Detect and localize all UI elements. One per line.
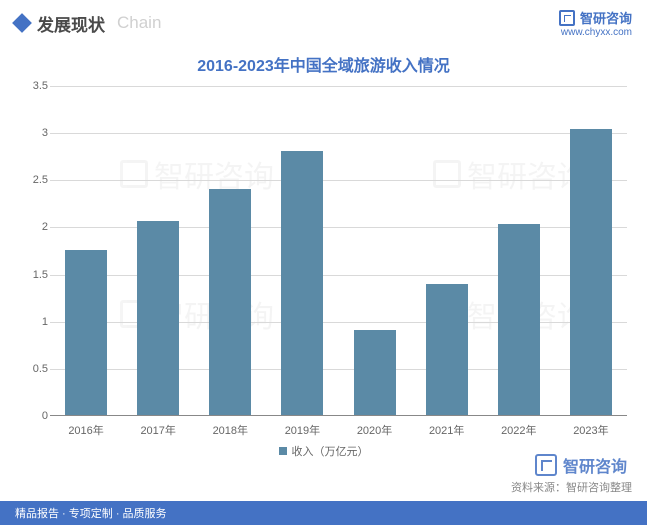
y-tick-label: 2 (20, 221, 48, 233)
chart-container: 2016-2023年中国全域旅游收入情况 智研咨询 智研咨询 智研咨询 智研咨询… (0, 52, 647, 482)
y-tick-label: 1.5 (20, 269, 48, 281)
x-tick-label: 2017年 (122, 422, 194, 438)
source-attribution: 资料来源：智研咨询整理 (511, 479, 632, 495)
bar-group (555, 86, 627, 416)
header-title-main: 发展现状 (37, 11, 105, 36)
header-right: 智研咨询 www.chyxx.com (559, 8, 632, 38)
y-tick-label: 3.5 (20, 80, 48, 92)
bar (426, 284, 468, 416)
legend-item: 收入（万亿元） (279, 443, 369, 459)
x-tick-label: 2016年 (50, 422, 122, 438)
brand-logo-icon (559, 10, 575, 26)
page-footer: 精品报告 · 专项定制 · 品质服务 (0, 501, 647, 525)
brand-url: www.chyxx.com (559, 27, 632, 38)
bar-group (266, 86, 338, 416)
plot-area: 00.511.522.533.5 2016年2017年2018年2019年202… (50, 86, 627, 416)
x-axis-line (50, 415, 627, 416)
legend-label: 收入（万亿元） (292, 443, 369, 459)
x-tick-label: 2020年 (339, 422, 411, 438)
y-tick-label: 2.5 (20, 174, 48, 186)
bars-area (50, 86, 627, 416)
bar-group (50, 86, 122, 416)
x-tick-label: 2019年 (266, 422, 338, 438)
diamond-icon (12, 13, 32, 33)
x-tick-label: 2018年 (194, 422, 266, 438)
bar-group (483, 86, 555, 416)
y-tick-label: 3 (20, 127, 48, 139)
footer-left-text: 精品报告 · 专项定制 · 品质服务 (15, 505, 167, 521)
brand-block: 智研咨询 (559, 8, 632, 27)
y-tick-label: 0.5 (20, 363, 48, 375)
bar (498, 224, 540, 416)
bar (65, 250, 107, 416)
bar-group (339, 86, 411, 416)
brand-name: 智研咨询 (580, 8, 632, 27)
bar (570, 129, 612, 416)
legend-swatch (279, 447, 287, 455)
bar-group (411, 86, 483, 416)
x-tick-label: 2023年 (555, 422, 627, 438)
bar (209, 189, 251, 416)
watermark-logo-icon (535, 454, 557, 476)
watermark-overlay: 智研咨询 (535, 453, 627, 477)
y-tick-label: 1 (20, 316, 48, 328)
x-labels: 2016年2017年2018年2019年2020年2021年2022年2023年 (50, 422, 627, 438)
chart-title: 2016-2023年中国全域旅游收入情况 (15, 52, 632, 76)
x-tick-label: 2021年 (411, 422, 483, 438)
x-tick-label: 2022年 (483, 422, 555, 438)
page-header: 发展现状 Chain 智研咨询 www.chyxx.com (0, 0, 647, 42)
watermark-text: 智研咨询 (563, 453, 627, 477)
header-title-sub: Chain (117, 13, 161, 33)
bar (137, 221, 179, 416)
bar (354, 330, 396, 416)
y-tick-label: 0 (20, 410, 48, 422)
bar-group (194, 86, 266, 416)
y-axis: 00.511.522.533.5 (20, 86, 48, 416)
bar-group (122, 86, 194, 416)
header-left: 发展现状 Chain (15, 11, 161, 36)
bar (281, 151, 323, 416)
